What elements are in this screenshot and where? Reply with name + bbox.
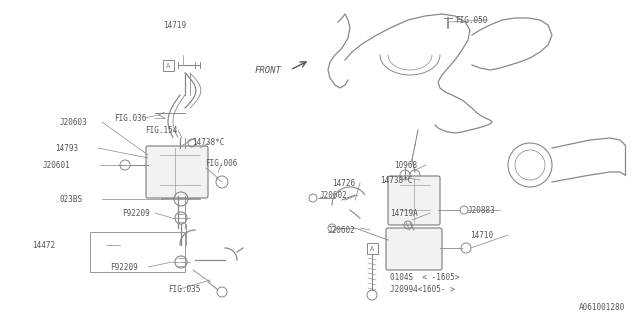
Text: 14793: 14793 <box>55 143 78 153</box>
Text: 14719: 14719 <box>163 20 186 29</box>
Text: FIG.035: FIG.035 <box>168 284 200 293</box>
Bar <box>90 232 185 272</box>
Text: FIG.006: FIG.006 <box>205 158 237 167</box>
Text: A: A <box>166 62 170 68</box>
Text: F92209: F92209 <box>122 209 150 218</box>
Text: 0104S  < -1605>: 0104S < -1605> <box>390 274 460 283</box>
Text: J20601: J20601 <box>43 161 71 170</box>
Text: A: A <box>370 245 374 252</box>
Text: J20883: J20883 <box>468 205 496 214</box>
Text: FRONT: FRONT <box>255 66 282 75</box>
Text: 14710: 14710 <box>470 230 493 239</box>
Text: J20603: J20603 <box>60 117 88 126</box>
Text: FIG.050: FIG.050 <box>455 15 488 25</box>
Text: 023BS: 023BS <box>60 195 83 204</box>
Text: 14719A: 14719A <box>390 209 418 218</box>
FancyBboxPatch shape <box>388 176 440 225</box>
FancyBboxPatch shape <box>386 228 442 270</box>
Text: J20994<1605- >: J20994<1605- > <box>390 285 455 294</box>
Text: 10968: 10968 <box>394 161 417 170</box>
Text: A061001280: A061001280 <box>579 303 625 312</box>
Text: 14738*C: 14738*C <box>380 175 412 185</box>
Bar <box>163 60 174 71</box>
Text: 14726: 14726 <box>332 179 355 188</box>
Text: 14738*C: 14738*C <box>192 138 225 147</box>
Text: J20602: J20602 <box>320 190 348 199</box>
Text: FIG.036: FIG.036 <box>114 114 147 123</box>
Text: F92209: F92209 <box>110 262 138 271</box>
Text: J20602: J20602 <box>328 226 356 235</box>
Text: 14472: 14472 <box>32 241 55 250</box>
Text: FIG.154: FIG.154 <box>145 125 177 134</box>
FancyBboxPatch shape <box>146 146 208 198</box>
Bar <box>367 243 378 254</box>
